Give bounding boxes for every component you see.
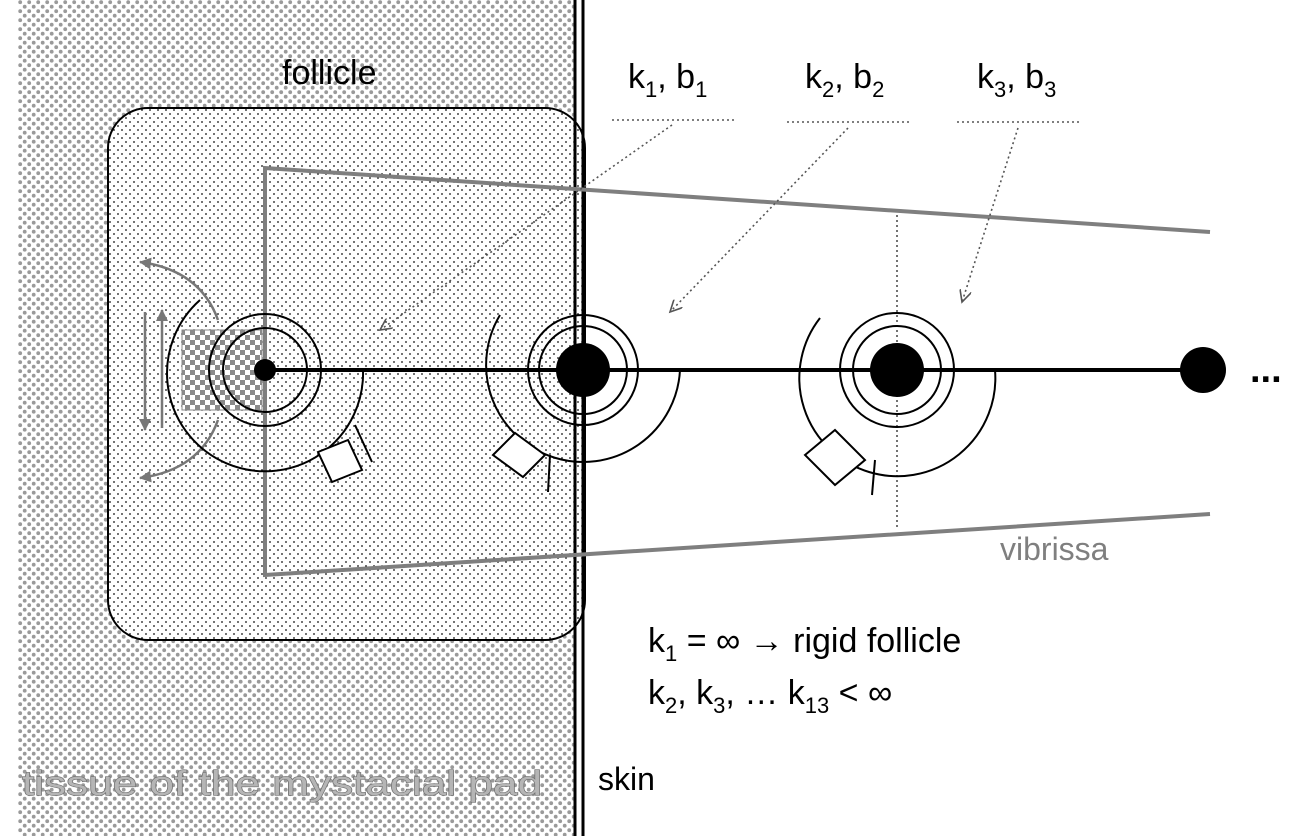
joint-3 — [798, 312, 997, 478]
rotation-arrow-up — [139, 257, 220, 321]
joint-2 — [485, 314, 681, 463]
equation-k2-k13: k2, k3, … k13 < ∞ — [648, 674, 892, 718]
follicle-label: follicle — [282, 54, 376, 92]
damper-2 — [491, 431, 551, 493]
arrow-k2 — [670, 127, 849, 312]
damper-1 — [316, 424, 373, 484]
k1-b1-label: k1, b1 — [628, 58, 707, 102]
k2-b2-label: k2, b2 — [805, 58, 884, 102]
node-3 — [870, 343, 924, 397]
arrow-k3 — [962, 127, 1019, 302]
ellipsis-label: ... — [1250, 349, 1282, 391]
node-2 — [556, 343, 610, 397]
node-1 — [254, 359, 276, 381]
node-end — [1180, 347, 1226, 393]
k3-b3-label: k3, b3 — [977, 58, 1056, 102]
vibrissa-label: vibrissa — [1000, 531, 1109, 567]
tissue-label: tissue of the mystacial pad — [22, 765, 542, 803]
equation-k1: k1 = ∞ → rigid follicle — [648, 622, 961, 666]
rotation-arrow-down — [139, 419, 220, 483]
damper-3 — [803, 428, 876, 496]
joint-1 — [166, 299, 365, 473]
skin-label: skin — [598, 761, 655, 797]
